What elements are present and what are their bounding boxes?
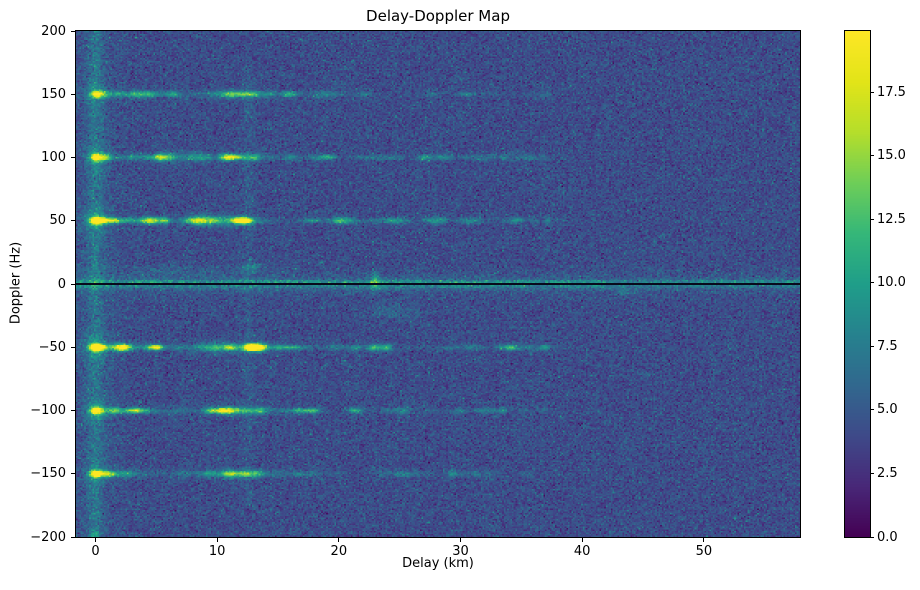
colorbar-tick-label: 17.5 [877, 84, 906, 100]
x-tick-mark [216, 538, 218, 542]
colorbar-tick-mark [871, 345, 874, 347]
colorbar-tick-mark [871, 91, 874, 93]
colorbar-tick-mark [871, 472, 874, 474]
plot-area [75, 30, 801, 538]
colorbar-tick-label: 15.0 [877, 148, 906, 164]
colorbar-gradient [845, 31, 870, 537]
colorbar-tick-mark [871, 282, 874, 284]
colorbar-tick-label: 7.5 [877, 338, 898, 354]
x-tick-mark [94, 538, 96, 542]
y-tick-mark [71, 93, 75, 95]
colorbar-tick-mark [871, 409, 874, 411]
colorbar-tick-mark [871, 155, 874, 157]
x-tick-label: 50 [695, 544, 713, 559]
colorbar-tick-label: 10.0 [877, 275, 906, 291]
x-tick-mark [703, 538, 705, 542]
colorbar-tick-label: 12.5 [877, 211, 906, 227]
y-tick-label: −200 [30, 529, 66, 545]
y-tick-label: 150 [41, 86, 66, 102]
colorbar-tick-label: 2.5 [877, 465, 898, 481]
colorbar [844, 30, 871, 538]
y-tick-label: −150 [30, 466, 66, 482]
y-tick-mark [71, 473, 75, 475]
y-tick-label: 0 [57, 276, 66, 292]
chart-title: Delay-Doppler Map [366, 7, 510, 25]
y-tick-label: −100 [30, 403, 66, 418]
y-axis-label: Doppler (Hz) [8, 241, 24, 325]
x-tick-mark [338, 538, 340, 542]
y-tick-mark [71, 346, 75, 348]
x-tick-mark [581, 538, 583, 542]
x-tick-label: 10 [208, 544, 226, 559]
y-tick-mark [71, 536, 75, 538]
y-tick-label: −50 [38, 339, 66, 355]
y-tick-label: 100 [41, 150, 66, 165]
y-tick-mark [71, 30, 75, 32]
colorbar-tick-mark [871, 218, 874, 220]
x-tick-label: 30 [452, 544, 469, 559]
x-tick-mark [460, 538, 461, 542]
x-tick-label: 20 [330, 544, 348, 559]
y-tick-label: 200 [41, 23, 66, 39]
x-tick-label: 0 [91, 544, 100, 559]
heatmap-canvas [76, 31, 800, 537]
x-axis-label: Delay (km) [402, 556, 474, 571]
y-tick-mark [71, 283, 75, 285]
y-tick-mark [71, 220, 75, 222]
y-tick-mark [71, 157, 75, 158]
y-tick-label: 50 [49, 213, 66, 229]
colorbar-tick-label: 0.0 [877, 529, 898, 545]
x-tick-label: 40 [573, 544, 591, 559]
colorbar-tick-mark [871, 536, 874, 538]
colorbar-tick-label: 5.0 [877, 402, 898, 418]
y-tick-mark [71, 410, 75, 411]
